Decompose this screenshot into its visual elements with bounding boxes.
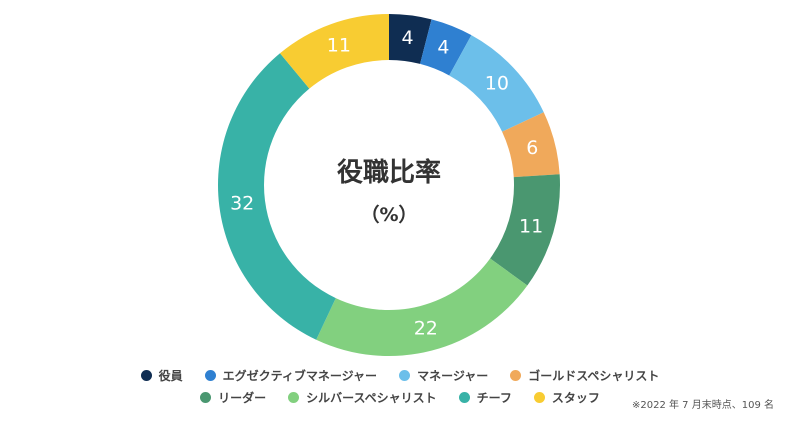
- slice-value-label-7: 32: [230, 193, 254, 215]
- legend-item-2: エグゼクティブマネージャー: [204, 367, 378, 384]
- legend-label: エグゼクティブマネージャー: [222, 369, 378, 383]
- donut-slice-7: [217, 53, 336, 340]
- legend-swatch-icon: [399, 370, 411, 381]
- slice-value-label-1: 4: [402, 27, 414, 49]
- legend-swatch-icon: [458, 392, 470, 403]
- slice-labels: 4 4 10 6 11 22 32 11: [230, 27, 543, 339]
- slice-value-label-8: 11: [327, 35, 351, 57]
- legend-item-8: スタッフ: [533, 389, 600, 406]
- legend-item-5: リーダー: [200, 389, 266, 406]
- donut-slice-8: [280, 14, 389, 89]
- slice-value-label-3: 10: [485, 73, 509, 95]
- legend-label: ゴールドスペシャリスト: [528, 369, 660, 383]
- donut-slice-1: [389, 14, 432, 64]
- donut-slice-6: [316, 258, 528, 356]
- legend-label: マネージャー: [417, 369, 489, 383]
- slice-value-label-2: 4: [437, 36, 449, 58]
- legend-label: 役員: [158, 369, 183, 383]
- donut-slices: [217, 14, 561, 356]
- legend-swatch-icon: [288, 392, 300, 403]
- slice-value-label-4: 6: [526, 137, 538, 159]
- chart-title: 役職比率: [337, 157, 441, 188]
- legend-item-7: チーフ: [458, 389, 512, 406]
- legend-item-3: マネージャー: [399, 367, 488, 384]
- legend-label: リーダー: [218, 391, 267, 405]
- chart-unit: （%）: [360, 203, 417, 226]
- legend-swatch-icon: [510, 370, 522, 381]
- legend-row-1: 役員 エグゼクティブマネージャー マネージャー ゴールドスペシャリスト: [0, 367, 800, 384]
- legend-swatch-icon: [533, 392, 545, 403]
- donut-slice-3: [449, 35, 544, 132]
- legend-swatch-icon: [140, 370, 152, 381]
- legend-label: シルバースペシャリスト: [306, 391, 437, 405]
- legend-swatch-icon: [200, 392, 212, 403]
- legend-label: スタッフ: [551, 391, 600, 405]
- legend-item-6: シルバースペシャリスト: [288, 389, 437, 406]
- legend-item-4: ゴールドスペシャリスト: [510, 367, 659, 384]
- donut-slice-2: [420, 19, 472, 76]
- legend-label: チーフ: [476, 391, 512, 405]
- footnote: ※2022 年 7 月末時点、109 名: [632, 400, 774, 411]
- legend-row-2: リーダー シルバースペシャリスト チーフ スタッフ: [0, 389, 800, 406]
- legend-swatch-icon: [204, 370, 216, 381]
- slice-value-label-5: 11: [519, 215, 543, 237]
- donut-slice-4: [502, 112, 560, 178]
- legend-item-1: 役員: [140, 367, 183, 384]
- donut-slice-5: [490, 174, 561, 286]
- slice-value-label-6: 22: [414, 317, 438, 339]
